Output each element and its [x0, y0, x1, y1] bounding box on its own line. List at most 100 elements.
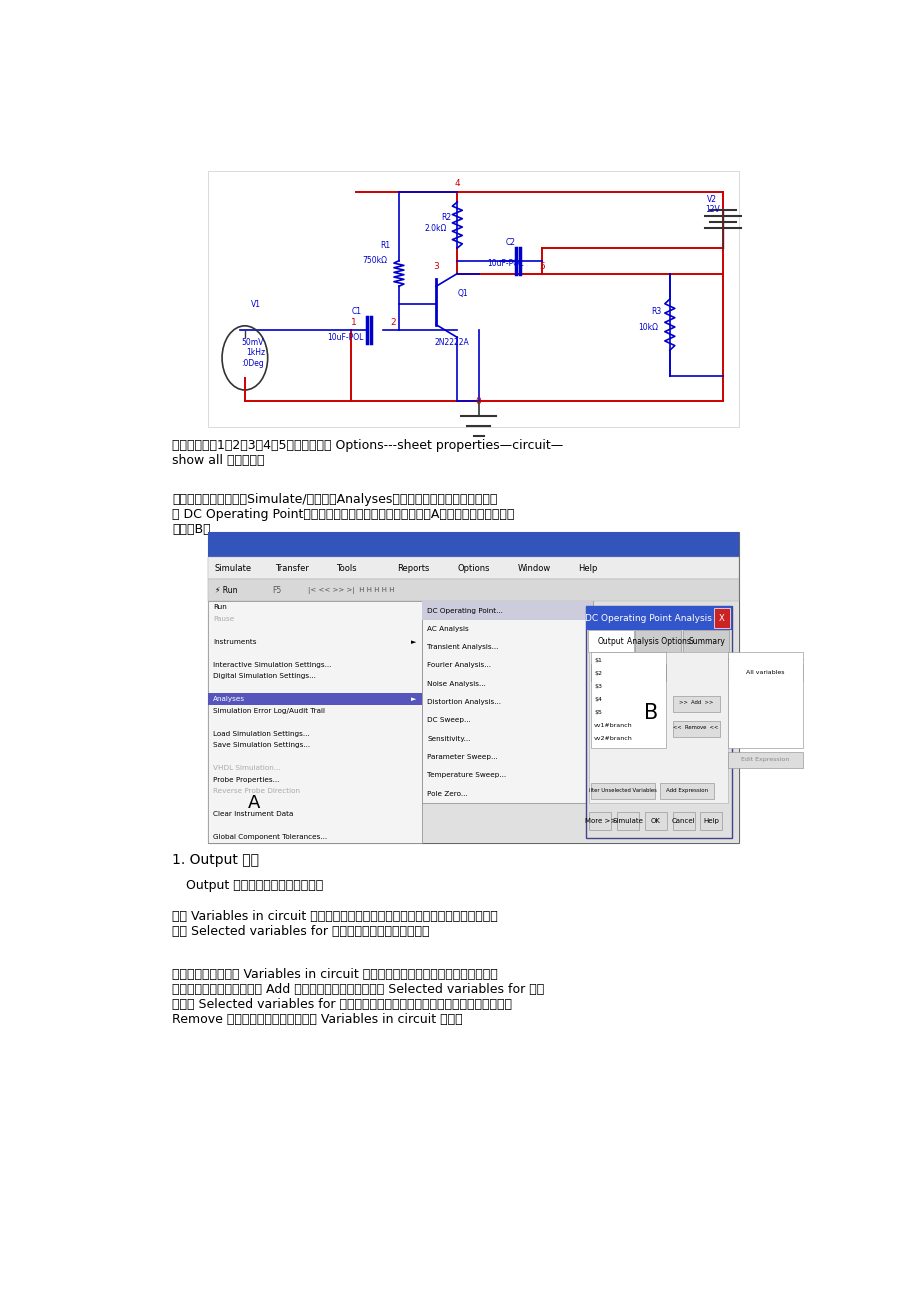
Text: Reverse Probe Direction: Reverse Probe Direction: [213, 788, 301, 794]
Text: ⚡ Run: ⚡ Run: [215, 586, 237, 595]
Bar: [673, 721, 719, 737]
Text: 2N2222A: 2N2222A: [434, 339, 469, 348]
Text: Help: Help: [578, 564, 597, 573]
Text: OK: OK: [650, 818, 660, 824]
Text: 具体做法是先在左边 Variables in circuit 栏内中选中需要分析的变量（可以通过鼠
标拖拉进行全选），再单击 Add 按钒，相应变量则会出现在 : 具体做法是先在左边 Variables in circuit 栏内中选中需要分析…: [172, 969, 544, 1026]
Text: 3: 3: [433, 262, 438, 271]
Text: Global Component Tolerances...: Global Component Tolerances...: [213, 835, 327, 840]
Text: Sensitivity...: Sensitivity...: [426, 736, 471, 742]
Text: More >>: More >>: [584, 818, 615, 824]
Text: A: A: [247, 794, 260, 812]
Bar: [588, 812, 610, 829]
Text: Window: Window: [517, 564, 550, 573]
Text: R2: R2: [441, 212, 451, 221]
Text: Edit Expression: Edit Expression: [741, 758, 789, 762]
Text: 10uF-POL: 10uF-POL: [327, 333, 364, 342]
Text: Noise Analysis...: Noise Analysis...: [426, 681, 485, 686]
Text: V2: V2: [707, 195, 717, 204]
Bar: [208, 533, 738, 557]
Bar: [208, 533, 738, 842]
Text: ►: ►: [410, 639, 415, 644]
Text: $2: $2: [594, 671, 601, 676]
Text: R1: R1: [380, 241, 391, 250]
Text: Interactive Simulation Settings...: Interactive Simulation Settings...: [213, 661, 332, 668]
Text: 50mV: 50mV: [242, 339, 264, 348]
Bar: [591, 783, 654, 799]
Text: X: X: [718, 615, 724, 622]
Bar: [672, 812, 694, 829]
Text: Variables in circuit: Variables in circuit: [592, 658, 656, 664]
Bar: [208, 602, 738, 842]
Text: Distortion Analysis...: Distortion Analysis...: [426, 699, 501, 706]
Text: 2.0kΩ: 2.0kΩ: [425, 224, 447, 233]
Bar: [728, 664, 802, 681]
Text: Output: Output: [597, 637, 624, 646]
Bar: [208, 694, 421, 704]
Text: Pole Zero...: Pole Zero...: [426, 790, 468, 797]
Text: Reports: Reports: [396, 564, 428, 573]
Text: Pause: Pause: [213, 616, 234, 621]
Text: Probe Properties...: Probe Properties...: [213, 777, 279, 783]
Text: 12V: 12V: [704, 206, 719, 214]
Text: $3: $3: [594, 684, 601, 689]
Text: All variables: All variables: [608, 669, 647, 674]
Text: F5: F5: [272, 586, 281, 595]
Bar: [644, 812, 666, 829]
Bar: [588, 652, 728, 803]
Text: 1. Output 选项: 1. Output 选项: [172, 853, 259, 867]
Text: vv2#branch: vv2#branch: [594, 736, 632, 741]
Bar: [728, 751, 802, 768]
Text: 执行菜单命令（仿真）Simulate/（分析）Analyses，在列出的可操作分析类型中选
择 DC Operating Point，则出现直流工作点分析对话框: 执行菜单命令（仿真）Simulate/（分析）Analyses，在列出的可操作分…: [172, 493, 514, 536]
Text: Fourier Analysis...: Fourier Analysis...: [426, 663, 491, 668]
Text: www.100cx.com: www.100cx.com: [346, 634, 599, 661]
Text: Analyses: Analyses: [213, 697, 245, 702]
Text: DC Operating Point Analysis: DC Operating Point Analysis: [584, 615, 710, 622]
Text: Q1: Q1: [457, 289, 468, 298]
Text: :0Deg: :0Deg: [241, 358, 264, 367]
Text: Output 用于选定需要分析的节点。: Output 用于选定需要分析的节点。: [186, 879, 323, 892]
Text: Summary: Summary: [687, 637, 724, 646]
Text: ilter Unselected Variables: ilter Unselected Variables: [589, 788, 656, 793]
Text: C1: C1: [351, 307, 361, 316]
Text: $4: $4: [594, 697, 601, 702]
Bar: [208, 602, 421, 842]
Text: Add Expression: Add Expression: [665, 788, 707, 793]
Text: 4: 4: [454, 178, 460, 187]
Bar: [585, 607, 731, 838]
Text: DC Operating Point...: DC Operating Point...: [426, 608, 503, 613]
Text: $5: $5: [594, 710, 601, 715]
Text: 1: 1: [350, 318, 357, 327]
Text: Clear Instrument Data: Clear Instrument Data: [213, 811, 293, 818]
Text: |< << >> >|  H H H H H: |< << >> >| H H H H H: [307, 587, 393, 594]
Bar: [585, 607, 731, 630]
Text: R3: R3: [651, 307, 661, 316]
Bar: [660, 783, 713, 799]
Text: Help: Help: [703, 818, 719, 824]
Text: 0: 0: [475, 397, 481, 406]
Bar: [728, 652, 802, 747]
Bar: [682, 630, 728, 652]
Bar: [699, 812, 721, 829]
Text: Simulation Error Log/Audit Trail: Simulation Error Log/Audit Trail: [213, 708, 325, 713]
Text: Simulate: Simulate: [612, 818, 642, 824]
Text: All variables: All variables: [745, 669, 784, 674]
Bar: [421, 602, 592, 620]
Text: Tools: Tools: [335, 564, 357, 573]
Text: Transfer: Transfer: [275, 564, 309, 573]
Text: Instruments: Instruments: [213, 639, 256, 644]
Bar: [673, 695, 719, 712]
Bar: [587, 630, 633, 652]
Text: >>  Add  >>: >> Add >>: [678, 700, 712, 706]
Text: Parameter Sweep...: Parameter Sweep...: [426, 754, 497, 760]
Text: DC Sweep...: DC Sweep...: [426, 717, 471, 724]
Text: 10kΩ: 10kΩ: [638, 323, 658, 332]
Text: Save Simulation Settings...: Save Simulation Settings...: [213, 742, 311, 749]
Text: ►: ►: [410, 697, 415, 702]
Text: B: B: [643, 703, 658, 723]
Bar: [634, 630, 681, 652]
Text: Analysis Options: Analysis Options: [627, 637, 690, 646]
Bar: [617, 812, 639, 829]
Text: Simulate: Simulate: [215, 564, 252, 573]
Text: 5: 5: [539, 262, 545, 271]
Text: AC Analysis: AC Analysis: [426, 626, 469, 631]
